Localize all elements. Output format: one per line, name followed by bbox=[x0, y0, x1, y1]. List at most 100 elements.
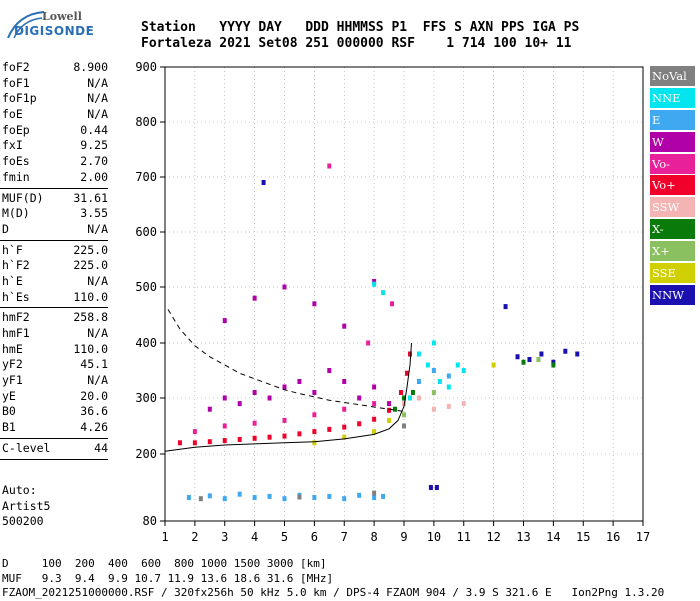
scatter-point-voplus bbox=[282, 433, 287, 439]
scatter-point-w bbox=[312, 301, 317, 307]
param-value: 258.8 bbox=[73, 310, 108, 325]
param-row: yF1 N/A bbox=[0, 373, 108, 389]
scatter-point-w bbox=[342, 379, 347, 384]
param-value: 3.55 bbox=[80, 206, 108, 221]
scatter-point-vominus bbox=[312, 412, 317, 418]
param-name: h`E bbox=[2, 273, 23, 288]
scatter-point-w bbox=[297, 379, 302, 384]
param-row: foF2 8.900 bbox=[0, 60, 108, 76]
y-tick-label: 300 bbox=[135, 391, 157, 405]
legend-item-noval: NoVal bbox=[650, 66, 695, 86]
param-value: 110.0 bbox=[73, 289, 108, 304]
x-tick-label: 5 bbox=[281, 530, 288, 544]
scatter-point-nnw bbox=[539, 351, 544, 357]
footer-info: D 100 200 400 600 800 1000 1500 3000 [km… bbox=[2, 557, 664, 601]
scatter-point-vominus bbox=[390, 301, 395, 307]
param-row: h`F 225.0 bbox=[0, 243, 108, 259]
scatter-point-voplus bbox=[312, 429, 317, 435]
param-separator bbox=[0, 437, 108, 439]
param-name: foE bbox=[2, 107, 23, 122]
scatter-point-xminus bbox=[521, 359, 526, 365]
x-tick-label: 4 bbox=[251, 530, 258, 544]
scatter-point-voplus bbox=[407, 351, 412, 357]
param-name: yF2 bbox=[2, 357, 23, 372]
scatter-point-w bbox=[252, 390, 257, 395]
param-name: h`F bbox=[2, 242, 23, 257]
param-row: fmin 2.00 bbox=[0, 170, 108, 186]
y-tick-label: 400 bbox=[135, 336, 157, 350]
scatter-point-nnw bbox=[551, 359, 556, 365]
scatter-point-e bbox=[222, 496, 227, 502]
scatter-point-w bbox=[372, 279, 377, 284]
param-value: N/A bbox=[87, 91, 108, 106]
footer-muf-row: MUF 9.3 9.4 9.9 10.7 11.9 13.6 18.6 31.6… bbox=[2, 571, 334, 585]
scatter-point-e bbox=[342, 496, 347, 502]
scatter-point-voplus bbox=[192, 440, 197, 446]
x-tick-label: 17 bbox=[636, 530, 650, 544]
autoscaling-info: Auto: Artist5 500200 bbox=[2, 483, 50, 530]
legend-item-ssw: SSW bbox=[650, 197, 695, 218]
direction-legend: NoVal NNE E W Vo- Vo+ SSW X- X+ SSE NNW bbox=[650, 66, 695, 307]
param-row: h`F2 225.0 bbox=[0, 258, 108, 274]
scatter-point-voplus bbox=[327, 426, 332, 432]
scatter-point-w bbox=[267, 395, 272, 401]
scatter-point-e bbox=[282, 496, 287, 502]
scatter-point-sse bbox=[312, 440, 317, 446]
scatter-point-ssw bbox=[461, 401, 466, 407]
scatter-point-voplus bbox=[357, 421, 362, 427]
param-row: yE 20.0 bbox=[0, 389, 108, 405]
scatter-point-ssw bbox=[416, 395, 421, 401]
x-tick-label: 14 bbox=[546, 530, 560, 544]
scatter-point-nnw bbox=[261, 180, 266, 185]
scatter-point-nnw bbox=[434, 485, 439, 490]
param-row: M(D) 3.55 bbox=[0, 206, 108, 222]
scatter-point-vominus bbox=[342, 406, 347, 412]
param-row: hmF2 258.8 bbox=[0, 310, 108, 326]
scatter-point-nne bbox=[381, 290, 386, 296]
footer-file-info: FZAOM_2021251000000.RSF / 320fx256h 50 k… bbox=[2, 586, 665, 599]
y-tick-label: 500 bbox=[135, 280, 157, 294]
legend-item-sse: SSE bbox=[650, 263, 695, 284]
legend-item-nne: NNE bbox=[650, 87, 695, 108]
param-name: B0 bbox=[2, 404, 16, 419]
scatter-point-voplus bbox=[297, 431, 302, 437]
param-name: foF1p bbox=[2, 91, 37, 106]
param-row: foEp 0.44 bbox=[0, 123, 108, 139]
legend-item-vominus: Vo- bbox=[650, 153, 695, 174]
param-separator bbox=[0, 187, 108, 189]
scatter-point-xminus bbox=[410, 390, 415, 395]
scatter-point-nne bbox=[407, 395, 412, 401]
scatter-point-w bbox=[282, 284, 287, 290]
scatter-point-nne bbox=[431, 340, 436, 346]
scatter-point-e bbox=[446, 373, 451, 379]
legend-item-xminus: X- bbox=[650, 219, 695, 240]
x-tick-label: 1 bbox=[161, 530, 168, 544]
param-name: foEp bbox=[2, 122, 30, 137]
scatter-point-w bbox=[237, 401, 242, 407]
scatter-point-nnw bbox=[563, 348, 568, 354]
legend-item-voplus: Vo+ bbox=[650, 175, 695, 196]
param-row: foF1 N/A bbox=[0, 76, 108, 92]
scatter-point-w bbox=[312, 390, 317, 395]
param-row: B1 4.26 bbox=[0, 420, 108, 436]
scatter-point-nne bbox=[425, 362, 430, 368]
x-tick-label: 9 bbox=[400, 530, 407, 544]
scatter-point-w bbox=[207, 406, 212, 412]
scatter-point-w bbox=[222, 318, 227, 324]
scatter-point-nnw bbox=[515, 354, 520, 360]
digisonde-logo: Lowell DIGISONDE bbox=[4, 8, 94, 42]
legend-item-e: E bbox=[650, 109, 695, 130]
scatter-point-e bbox=[237, 491, 242, 497]
scatter-point-w bbox=[357, 395, 362, 401]
scatter-point-noval bbox=[372, 490, 377, 496]
param-name: C-level bbox=[2, 440, 51, 455]
logo-lowell: Lowell bbox=[42, 10, 82, 23]
header-values: Fortaleza 2021 Set08 251 000000 RSF 1 71… bbox=[141, 36, 572, 51]
param-value: 225.0 bbox=[73, 258, 108, 273]
x-tick-label: 11 bbox=[457, 530, 471, 544]
x-tick-label: 6 bbox=[311, 530, 318, 544]
scatter-point-voplus bbox=[252, 435, 257, 441]
footer-distance-row: D 100 200 400 600 800 1000 1500 3000 [km… bbox=[2, 557, 327, 570]
scatter-point-xminus bbox=[393, 406, 398, 412]
